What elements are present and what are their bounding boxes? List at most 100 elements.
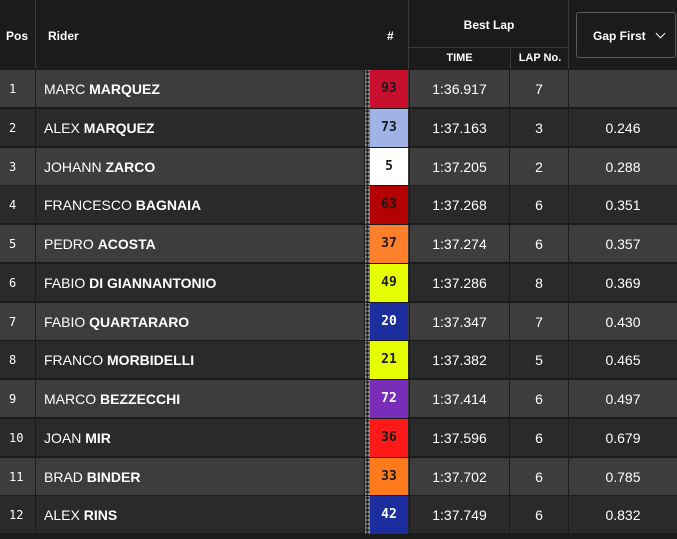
- table-header: Pos Rider # Best Lap TIME LAP No. Gap Fi…: [0, 0, 677, 70]
- row-pos: 11: [0, 457, 36, 496]
- row-lap-number: 2: [510, 147, 569, 186]
- row-pos: 2: [0, 108, 36, 147]
- rider-number-badge: 20: [370, 302, 408, 341]
- row-pos: 6: [0, 263, 36, 302]
- row-best-time: 1:37.163: [409, 108, 510, 147]
- chevron-down-icon: [655, 28, 666, 39]
- row-best-time: 1:37.347: [409, 302, 510, 341]
- row-pos: 10: [0, 418, 36, 457]
- table-row[interactable]: 10 JOAN MIR 36 1:37.596 6 0.679: [0, 417, 677, 457]
- row-gap: [569, 70, 677, 108]
- table-row[interactable]: 7 FABIO QUARTARARO 20 1:37.347 7 0.430: [0, 301, 677, 341]
- row-best-time: 1:37.702: [409, 457, 510, 496]
- table-row[interactable]: 9 MARCO BEZZECCHI 72 1:37.414 6 0.497: [0, 379, 677, 418]
- row-rider: BRAD BINDER: [37, 457, 365, 496]
- table-row[interactable]: 3 JOHANN ZARCO 5 1:37.205 2 0.288: [0, 146, 677, 186]
- rider-first-name: FABIO: [44, 313, 86, 330]
- checkered-flag-icon: [365, 70, 370, 108]
- rider-first-name: JOAN: [44, 429, 82, 446]
- header-best-lap: Best Lap TIME LAP No.: [409, 0, 569, 70]
- header-best-lap-label: Best Lap: [463, 18, 515, 32]
- checkered-flag-icon: [365, 108, 370, 147]
- row-best-time: 1:37.414: [409, 380, 510, 418]
- row-pos: 8: [0, 341, 36, 380]
- row-best-time: 1:37.274: [409, 225, 510, 263]
- row-lap-number: 7: [510, 302, 569, 341]
- row-gap: 0.357: [605, 236, 641, 252]
- checkered-flag-icon: [365, 225, 370, 263]
- row-pos: 5: [0, 225, 36, 263]
- rider-last-name: QUARTARARO: [89, 313, 190, 330]
- row-rider: FABIO DI GIANNANTONIO: [37, 263, 365, 302]
- rider-last-name: RINS: [83, 507, 118, 524]
- row-rider: JOAN MIR: [37, 418, 365, 457]
- rider-first-name: MARCO: [44, 391, 97, 407]
- row-lap-number: 6: [510, 418, 569, 457]
- row-lap-number: 7: [510, 70, 569, 108]
- row-rider: FABIO QUARTARARO: [37, 302, 365, 341]
- rider-first-name: MARC: [44, 81, 86, 97]
- row-pos: 3: [0, 147, 36, 186]
- checkered-flag-icon: [365, 457, 370, 496]
- row-best-time: 1:37.596: [409, 418, 510, 457]
- row-gap: 0.288: [605, 158, 641, 175]
- rider-first-name: FRANCESCO: [44, 197, 132, 214]
- rider-first-name: FRANCO: [44, 352, 104, 369]
- rider-first-name: ALEX: [44, 119, 80, 136]
- rider-number-badge: 72: [370, 380, 408, 418]
- row-gap: 0.679: [605, 429, 641, 446]
- rider-number-badge: 93: [370, 70, 408, 108]
- rider-last-name: BEZZECCHI: [100, 391, 181, 407]
- checkered-flag-icon: [365, 496, 370, 535]
- rider-last-name: ZARCO: [105, 158, 156, 175]
- rider-last-name: MARQUEZ: [89, 81, 160, 97]
- rider-first-name: PEDRO: [44, 236, 94, 252]
- header-pos-label: Pos: [6, 29, 29, 43]
- row-best-time: 1:36.917: [409, 70, 510, 108]
- row-rider: MARCO BEZZECCHI: [37, 380, 365, 418]
- row-rider: JOHANN ZARCO: [37, 147, 365, 186]
- gap-first-dropdown[interactable]: Gap First: [576, 12, 676, 58]
- row-rider: FRANCO MORBIDELLI: [37, 341, 365, 380]
- row-rider: PEDRO ACOSTA: [37, 225, 365, 263]
- table-row[interactable]: 5 PEDRO ACOSTA 37 1:37.274 6 0.357: [0, 224, 677, 263]
- rider-number-badge: 33: [370, 457, 408, 496]
- rider-number-badge: 5: [370, 147, 408, 186]
- table-row[interactable]: 11 BRAD BINDER 33 1:37.702 6 0.785: [0, 456, 677, 496]
- row-pos: 9: [0, 380, 36, 418]
- table-row[interactable]: 2 ALEX MARQUEZ 73 1:37.163 3 0.246: [0, 107, 677, 147]
- checkered-flag-icon: [365, 263, 370, 302]
- rider-number-badge: 49: [370, 263, 408, 302]
- row-lap-number: 3: [510, 108, 569, 147]
- table-row[interactable]: 8 FRANCO MORBIDELLI 21 1:37.382 5 0.465: [0, 340, 677, 380]
- row-best-time: 1:37.749: [409, 496, 510, 535]
- row-gap: 0.465: [605, 352, 641, 369]
- header-time-label: TIME: [446, 52, 473, 64]
- table-row[interactable]: 1 MARC MARQUEZ 93 1:36.917 7: [0, 69, 677, 108]
- rider-number-badge: 42: [370, 496, 408, 535]
- rider-last-name: MARQUEZ: [83, 119, 155, 136]
- rider-last-name: BAGNAIA: [135, 197, 202, 214]
- row-rider: ALEX MARQUEZ: [37, 108, 365, 147]
- row-best-time: 1:37.286: [409, 263, 510, 302]
- table-row[interactable]: 6 FABIO DI GIANNANTONIO 49 1:37.286 8 0.369: [0, 262, 677, 302]
- row-best-time: 1:37.205: [409, 147, 510, 186]
- row-best-time: 1:37.268: [409, 186, 510, 225]
- header-lap-no-label: LAP No.: [510, 48, 569, 70]
- rider-number-badge: 21: [370, 341, 408, 380]
- row-pos: 7: [0, 302, 36, 341]
- row-rider: MARC MARQUEZ: [37, 70, 365, 108]
- row-lap-number: 6: [510, 186, 569, 225]
- checkered-flag-icon: [365, 186, 370, 225]
- header-rider-label: Rider: [48, 29, 79, 43]
- checkered-flag-icon: [365, 380, 370, 418]
- rider-first-name: ALEX: [44, 507, 80, 524]
- table-row[interactable]: 4 FRANCESCO BAGNAIA 63 1:37.268 6 0.351: [0, 185, 677, 225]
- checkered-flag-icon: [365, 147, 370, 186]
- row-lap-number: 6: [510, 496, 569, 535]
- checkered-flag-icon: [365, 341, 370, 380]
- rider-last-name: DI GIANNANTONIO: [89, 274, 217, 291]
- row-rider: ALEX RINSP: [37, 496, 386, 535]
- header-number-label: #: [387, 29, 394, 43]
